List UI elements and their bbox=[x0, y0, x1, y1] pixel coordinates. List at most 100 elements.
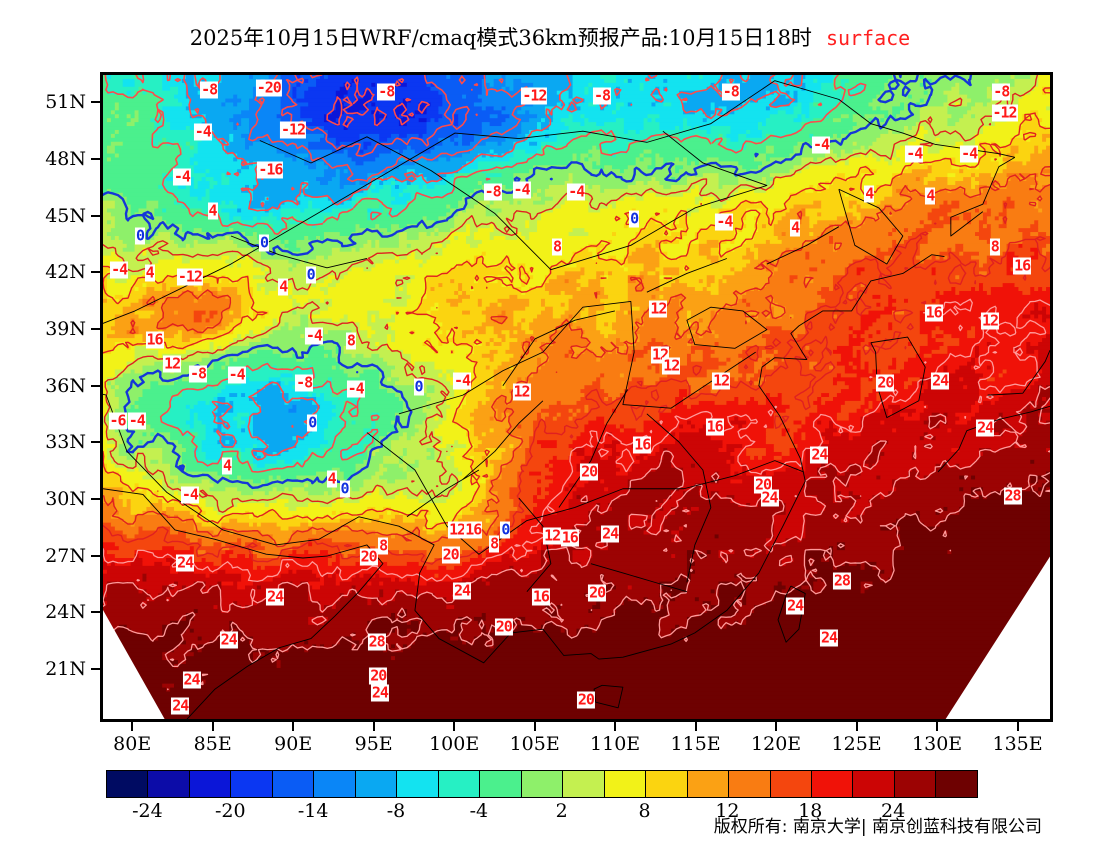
colorbar-cell bbox=[397, 771, 439, 797]
longitude-tick-label: 120E bbox=[751, 733, 802, 755]
contour-value-label: 16 bbox=[633, 435, 651, 454]
colorbar-cell bbox=[231, 771, 273, 797]
title-main-text: 2025年10月15日WRF/cmaq模式36km预报产品:10月15日18时 bbox=[189, 26, 812, 50]
contour-value-label: 0 bbox=[134, 226, 145, 245]
contour-value-label: -4 bbox=[304, 326, 323, 345]
colorbar-tick-label: -24 bbox=[132, 800, 163, 822]
contour-value-label: 20 bbox=[576, 690, 595, 709]
colorbar-cell bbox=[438, 771, 481, 797]
contour-value-label: 20 bbox=[494, 617, 513, 636]
longitude-tick-mark bbox=[614, 722, 617, 731]
colorbar-cell bbox=[729, 771, 771, 797]
contour-value-label: 28 bbox=[367, 632, 386, 651]
contour-value-label: -12 bbox=[521, 86, 547, 105]
contour-value-label: 12 bbox=[712, 371, 730, 390]
contour-value-label: 8 bbox=[489, 534, 499, 553]
longitude-tick-mark bbox=[533, 722, 536, 731]
coastline-and-borders bbox=[103, 80, 1050, 719]
latitude-tick-label: 30N bbox=[45, 488, 86, 511]
contour-value-label: 24 bbox=[931, 371, 949, 390]
contour-value-label: 28 bbox=[832, 571, 851, 590]
contour-value-label: 0 bbox=[629, 209, 639, 228]
longitude-tick-label: 115E bbox=[670, 733, 721, 755]
latitude-tick-label: 48N bbox=[45, 147, 86, 170]
copyright-text: 版权所有: 南京大学| 南京创蓝科技有限公司 bbox=[713, 817, 1042, 837]
longitude-tick-mark bbox=[855, 722, 858, 731]
title-level-text: surface bbox=[825, 26, 911, 50]
colorbar-cell bbox=[480, 771, 522, 797]
colorbar-cell bbox=[521, 771, 564, 797]
temperature-field bbox=[103, 75, 1050, 719]
contour-value-label: 20 bbox=[876, 373, 894, 392]
longitude-tick-mark bbox=[775, 722, 778, 731]
latitude-tick-label: 24N bbox=[45, 601, 86, 624]
contour-value-label: -4 bbox=[905, 144, 923, 163]
contour-value-label: 16 bbox=[705, 417, 724, 435]
longitude-tick-mark bbox=[131, 722, 134, 731]
contour-value-label: 16 bbox=[1013, 256, 1031, 275]
colorbar-cell bbox=[770, 771, 812, 797]
contour-value-label: 20 bbox=[369, 666, 387, 685]
contour-value-label: 24 bbox=[171, 696, 189, 715]
contour-value-label: 20 bbox=[588, 583, 606, 602]
latitude-tick-mark bbox=[91, 441, 100, 444]
contour-value-label: 24 bbox=[810, 445, 828, 464]
contour-value-label: 12 bbox=[163, 354, 181, 373]
contour-value-label: 8 bbox=[551, 237, 562, 256]
contour-value-label: -12 bbox=[176, 267, 203, 286]
contour-value-label: -8 bbox=[200, 80, 218, 99]
colorbar-tick-labels: -24 -20 -14 -8 -4 2 8 12 18 24 bbox=[0, 800, 1100, 826]
contour-value-label: 8 bbox=[378, 536, 388, 554]
contour-value-label: 24 bbox=[219, 630, 238, 649]
contour-value-label: 8 bbox=[989, 237, 1000, 256]
contour-value-label: 24 bbox=[266, 587, 284, 605]
longitude-tick-mark bbox=[372, 722, 375, 731]
contour-lines bbox=[103, 75, 1050, 691]
contour-value-label: -4 bbox=[180, 485, 199, 503]
contour-value-label: 4 bbox=[864, 184, 874, 203]
contour-value-label: 4 bbox=[925, 186, 935, 205]
colorbar-tick-label: -20 bbox=[214, 800, 246, 822]
temperature-map-plot[interactable]: -20 -8 -8 -12 -8 -8 -8 -12 -4 -12 -4 -4 -4 -16 -4 -8 -4-… bbox=[100, 72, 1053, 722]
longitude-tick-label: 105E bbox=[509, 733, 560, 755]
colorbar-tick-label: 18 bbox=[798, 800, 823, 822]
contour-value-label: -4 bbox=[227, 365, 246, 384]
contour-value-label: -8 bbox=[188, 364, 207, 382]
contour-value-label: 4 bbox=[278, 277, 288, 296]
longitude-tick-label: 100E bbox=[429, 733, 480, 755]
contour-value-label: 12 bbox=[662, 356, 680, 375]
contour-value-label: 16 bbox=[560, 528, 579, 547]
contour-value-label: -4 bbox=[452, 371, 471, 390]
contour-value-label: -8 bbox=[592, 86, 611, 105]
contour-value-label: -4 bbox=[172, 167, 191, 186]
colorbar-cell bbox=[563, 771, 605, 797]
contour-value-label: 28 bbox=[1003, 486, 1022, 505]
colorbar-cell bbox=[272, 771, 315, 797]
longitude-tick-mark bbox=[694, 722, 697, 731]
colorbar-cell bbox=[811, 771, 854, 797]
colorbar-cell bbox=[355, 771, 398, 797]
contour-value-label: 24 bbox=[182, 670, 201, 689]
contour-value-label: 4 bbox=[790, 218, 800, 237]
latitude-tick-mark bbox=[91, 498, 100, 501]
contour-value-label: 16 bbox=[924, 303, 943, 322]
contour-value-label: -12 bbox=[279, 120, 306, 139]
contour-value-label: -20 bbox=[255, 78, 282, 97]
colorbar bbox=[106, 770, 978, 798]
contour-value-label: -16 bbox=[257, 160, 283, 178]
latitude-tick-label: 33N bbox=[45, 431, 86, 454]
colorbar-cell bbox=[646, 771, 688, 797]
contour-value-label: -4 bbox=[567, 182, 585, 201]
contour-value-label: -8 bbox=[992, 82, 1010, 101]
longitude-tick-label: 110E bbox=[590, 733, 641, 755]
longitude-tick-label: 90E bbox=[274, 733, 313, 755]
latitude-tick-mark bbox=[91, 384, 100, 387]
latitude-tick-mark bbox=[91, 271, 100, 274]
colorbar-cell bbox=[936, 771, 977, 797]
latitude-tick-mark bbox=[91, 327, 100, 330]
contour-value-label: 12 bbox=[512, 382, 531, 401]
longitude-tick-mark bbox=[292, 722, 295, 731]
colorbar-tick-label: -14 bbox=[297, 800, 329, 822]
contour-value-label: 12 bbox=[448, 520, 466, 539]
contour-value-label: 24 bbox=[786, 596, 804, 615]
